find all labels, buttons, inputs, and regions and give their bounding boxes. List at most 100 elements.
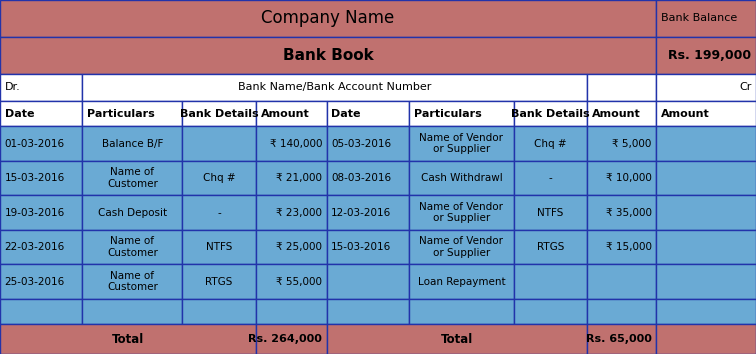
Bar xyxy=(182,195,256,230)
Bar xyxy=(0,230,82,264)
Text: 05-03-2016: 05-03-2016 xyxy=(331,139,392,149)
Bar xyxy=(656,324,756,354)
Bar xyxy=(0,195,82,230)
Bar xyxy=(0,299,82,324)
Bar xyxy=(327,161,409,195)
Bar xyxy=(513,230,587,264)
Bar xyxy=(0,264,82,299)
Text: -: - xyxy=(549,173,552,183)
Text: 22-03-2016: 22-03-2016 xyxy=(5,242,65,252)
Bar xyxy=(0,324,256,354)
Bar xyxy=(327,101,409,126)
Text: 08-03-2016: 08-03-2016 xyxy=(331,173,392,183)
Text: -: - xyxy=(217,208,221,218)
Text: Company Name: Company Name xyxy=(262,10,395,27)
Text: 25-03-2016: 25-03-2016 xyxy=(5,276,65,287)
Bar xyxy=(587,161,656,195)
Bar xyxy=(409,101,513,126)
Bar xyxy=(587,230,656,264)
Bar xyxy=(256,195,327,230)
Text: ₹ 10,000: ₹ 10,000 xyxy=(606,173,652,183)
Bar xyxy=(256,324,327,354)
Text: Name of
Customer: Name of Customer xyxy=(107,236,158,258)
Bar xyxy=(182,101,256,126)
Bar xyxy=(656,299,756,324)
Bar xyxy=(656,195,756,230)
Text: Bank Balance: Bank Balance xyxy=(661,13,737,23)
Text: Amount: Amount xyxy=(261,109,309,119)
Text: RTGS: RTGS xyxy=(206,276,233,287)
Bar xyxy=(513,264,587,299)
Bar xyxy=(513,299,587,324)
Text: ₹ 23,000: ₹ 23,000 xyxy=(276,208,322,218)
Bar xyxy=(82,299,182,324)
Text: ₹ 140,000: ₹ 140,000 xyxy=(270,139,322,149)
Bar xyxy=(182,264,256,299)
Bar xyxy=(0,161,82,195)
Bar xyxy=(409,299,513,324)
Bar xyxy=(409,230,513,264)
Bar xyxy=(82,195,182,230)
Bar xyxy=(409,161,513,195)
Text: ₹ 21,000: ₹ 21,000 xyxy=(276,173,322,183)
Bar xyxy=(256,230,327,264)
Text: ₹ 25,000: ₹ 25,000 xyxy=(276,242,322,252)
Text: Particulars: Particulars xyxy=(414,109,482,119)
Text: Chq #: Chq # xyxy=(203,173,235,183)
Text: Total: Total xyxy=(441,332,473,346)
Bar xyxy=(327,126,409,161)
Bar xyxy=(327,264,409,299)
Bar xyxy=(513,101,587,126)
Text: Bank Details: Bank Details xyxy=(511,109,590,119)
Bar xyxy=(256,264,327,299)
Bar xyxy=(82,126,182,161)
Text: ₹ 5,000: ₹ 5,000 xyxy=(612,139,652,149)
Text: Name of Vendor
or Supplier: Name of Vendor or Supplier xyxy=(420,133,503,154)
Bar xyxy=(256,101,327,126)
Bar xyxy=(0,74,82,101)
Bar xyxy=(656,161,756,195)
Text: Date: Date xyxy=(331,109,361,119)
Bar xyxy=(256,299,327,324)
Bar xyxy=(82,230,182,264)
Text: ₹ 55,000: ₹ 55,000 xyxy=(276,276,322,287)
Bar xyxy=(587,101,656,126)
Text: Cash Deposit: Cash Deposit xyxy=(98,208,167,218)
Text: Total: Total xyxy=(112,332,144,346)
Bar xyxy=(182,126,256,161)
Bar xyxy=(327,230,409,264)
Bar xyxy=(182,161,256,195)
Text: 12-03-2016: 12-03-2016 xyxy=(331,208,392,218)
Text: RTGS: RTGS xyxy=(537,242,564,252)
Bar xyxy=(327,195,409,230)
Bar xyxy=(409,126,513,161)
Text: Amount: Amount xyxy=(661,109,709,119)
Text: Rs. 264,000: Rs. 264,000 xyxy=(249,334,322,344)
Bar xyxy=(587,74,656,101)
Text: Chq #: Chq # xyxy=(534,139,567,149)
Bar xyxy=(587,264,656,299)
Text: ₹ 35,000: ₹ 35,000 xyxy=(606,208,652,218)
Bar xyxy=(656,37,756,74)
Bar xyxy=(256,161,327,195)
Bar xyxy=(656,230,756,264)
Text: Cr: Cr xyxy=(739,82,751,92)
Bar xyxy=(513,161,587,195)
Bar xyxy=(409,195,513,230)
Bar xyxy=(656,264,756,299)
Bar xyxy=(182,299,256,324)
Text: Name of
Customer: Name of Customer xyxy=(107,271,158,292)
Text: Rs. 65,000: Rs. 65,000 xyxy=(586,334,652,344)
Text: Bank Details: Bank Details xyxy=(180,109,259,119)
Text: Amount: Amount xyxy=(592,109,640,119)
Bar xyxy=(0,37,656,74)
Text: Particulars: Particulars xyxy=(87,109,155,119)
Bar xyxy=(409,264,513,299)
Text: 01-03-2016: 01-03-2016 xyxy=(5,139,65,149)
Text: Name of Vendor
or Supplier: Name of Vendor or Supplier xyxy=(420,202,503,223)
Bar xyxy=(182,230,256,264)
Bar xyxy=(82,161,182,195)
Text: Loan Repayment: Loan Repayment xyxy=(417,276,505,287)
Bar xyxy=(656,126,756,161)
Text: Name of Vendor
or Supplier: Name of Vendor or Supplier xyxy=(420,236,503,258)
